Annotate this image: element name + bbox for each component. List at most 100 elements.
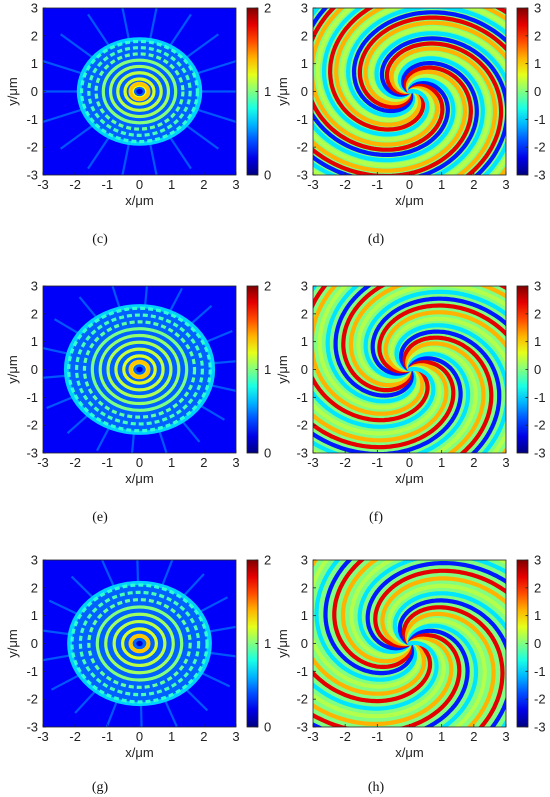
colorbar-tick-label: 2 (534, 580, 541, 595)
colorbar-tick-label: -2 (534, 418, 546, 433)
x-tick-label: -2 (69, 455, 81, 470)
panel-label-c: (c) (92, 232, 108, 247)
phase-band (313, 636, 454, 726)
y-tick-label: -1 (26, 112, 38, 127)
phase-band (313, 286, 430, 423)
y-tick-label: 3 (31, 279, 38, 294)
phase-band (406, 618, 487, 727)
phase-band (313, 286, 425, 416)
phase-band (404, 611, 496, 727)
intensity-ring (67, 306, 212, 433)
phase-band (377, 303, 506, 374)
panel-0: -3 -2 -1 0 1 2 3 -3 -2 -1 0 1 2 3 x/μm y/μm 0 1 2 (5, 1, 271, 209)
phase-band (340, 560, 412, 664)
x-tick-label: 3 (232, 177, 239, 192)
phase-band (315, 8, 435, 142)
phase-band (363, 20, 506, 175)
x-tick-label: 3 (232, 455, 239, 470)
colorbar-tick-label: 1 (264, 362, 271, 377)
phase-band (386, 583, 506, 646)
x-tick-label: 2 (200, 729, 207, 744)
phase-band (313, 640, 439, 711)
panel-label-g: (g) (91, 780, 109, 795)
y-axis-label: y/μm (5, 629, 20, 657)
intensity-ring (87, 46, 192, 137)
panel-1: -3 -2 -1 0 1 2 3 -3 -2 -1 0 1 2 3 x/μm y/μm -3 -2 -1 0 1 2 3 (275, 1, 546, 209)
panel-2: -3 -2 -1 0 1 2 3 -3 -2 -1 0 1 2 3 x/μm y/μm 0 1 2 (5, 279, 271, 487)
x-tick-label: 2 (470, 729, 477, 744)
phase-band (322, 8, 430, 137)
phase-band (389, 316, 506, 453)
phase-band (383, 310, 506, 453)
x-tick-label: 2 (470, 455, 477, 470)
x-tick-label: -3 (307, 455, 319, 470)
phase-band (313, 560, 422, 689)
plot-area (313, 560, 506, 727)
y-tick-label: 2 (301, 28, 308, 43)
colorbar-tick-label: -3 (534, 720, 546, 735)
phase-band (356, 286, 506, 383)
x-tick-label: 0 (406, 177, 413, 192)
panel-label-f: (f) (369, 510, 383, 525)
plot-area (313, 286, 506, 453)
phase-band (313, 641, 433, 704)
x-tick-label: -1 (102, 729, 114, 744)
x-tick-label: 1 (168, 729, 175, 744)
intensity-peak-ring (128, 633, 151, 654)
intensity-peak-ring (128, 81, 151, 102)
y-axis-label: y/μm (275, 77, 290, 105)
phase-band (384, 41, 504, 175)
y-tick-label: 0 (301, 362, 308, 377)
panel-label-d: (d) (367, 232, 385, 247)
colorbar-tick-label: 2 (264, 279, 271, 294)
x-axis-label: x/μm (395, 471, 423, 486)
x-tick-label: -1 (102, 177, 114, 192)
colorbar-tick-label: -3 (534, 446, 546, 461)
x-tick-label: 0 (136, 729, 143, 744)
phase-band (317, 286, 420, 410)
phase-band (333, 286, 414, 398)
x-tick-label: 0 (136, 455, 143, 470)
x-tick-label: 1 (438, 177, 445, 192)
x-tick-label: -2 (339, 729, 351, 744)
phase-band (325, 286, 417, 404)
y-tick-label: 0 (31, 84, 38, 99)
intensity-ring (90, 327, 189, 412)
x-tick-label: -3 (37, 455, 49, 470)
intensity-ring (122, 354, 157, 385)
x-tick-label: -3 (37, 729, 49, 744)
colorbar-tick-label: 0 (534, 636, 541, 651)
phase-band (313, 8, 450, 157)
y-tick-label: -1 (296, 664, 308, 679)
colorbar-tick-label: 3 (534, 553, 541, 568)
y-tick-label: 1 (301, 608, 308, 623)
intensity-core (136, 640, 143, 647)
phase-band (313, 633, 462, 727)
x-tick-label: -2 (339, 455, 351, 470)
colorbar-tick-label: -1 (534, 112, 546, 127)
y-tick-label: 0 (31, 636, 38, 651)
colorbar-tick-label: 0 (264, 720, 271, 735)
x-tick-label: 3 (502, 729, 509, 744)
colorbar-tick-label: -2 (534, 692, 546, 707)
y-tick-label: 3 (31, 553, 38, 568)
y-tick-label: 2 (301, 580, 308, 595)
colorbar-tick-label: 2 (534, 306, 541, 321)
phase-band (313, 365, 442, 436)
panel-4: -3 -2 -1 0 1 2 3 -3 -2 -1 0 1 2 3 x/μm y/μm 0 1 2 (5, 553, 271, 761)
phase-band (314, 560, 418, 682)
panel-3: -3 -2 -1 0 1 2 3 -3 -2 -1 0 1 2 3 x/μm y/μm -3 -2 -1 0 1 2 3 (275, 279, 546, 487)
x-tick-label: 0 (406, 729, 413, 744)
x-tick-label: -3 (37, 177, 49, 192)
panel-5: -3 -2 -1 0 1 2 3 -3 -2 -1 0 1 2 3 x/μm y/μm -3 -2 -1 0 1 2 3 (275, 553, 546, 761)
intensity-peak-ring (128, 359, 151, 380)
phase-band (399, 329, 502, 453)
intensity-ring (94, 52, 185, 131)
phase-band (327, 8, 506, 132)
y-tick-label: 1 (301, 56, 308, 71)
phase-band (313, 73, 462, 168)
intensity-ring (87, 598, 192, 689)
y-tick-label: 3 (301, 553, 308, 568)
y-tick-label: 3 (31, 1, 38, 16)
